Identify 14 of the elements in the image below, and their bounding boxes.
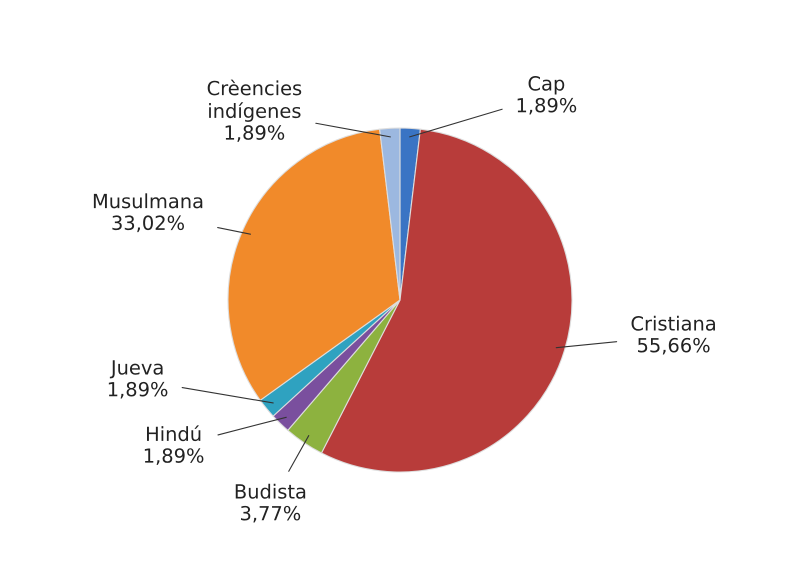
data-label: 1,89%	[226, 125, 284, 142]
slice-label: Musulmana	[94, 193, 202, 208]
data-label: 1,89%	[144, 448, 204, 465]
slice-label: Hindú	[147, 425, 200, 442]
slice-label: Cristiana	[632, 316, 715, 331]
slice-label: Crèencies indígenes	[208, 80, 302, 122]
data-label: 1,89%	[108, 382, 168, 399]
data-label: 1,89%	[518, 98, 576, 115]
data-label: 55,66%	[638, 338, 710, 355]
slice-label: Budista	[236, 484, 306, 499]
data-label: 33,02%	[112, 215, 184, 232]
slice-label: Jueva	[110, 360, 163, 378]
data-label: 3,77%	[241, 506, 300, 523]
slice-label: Cap	[528, 76, 564, 95]
